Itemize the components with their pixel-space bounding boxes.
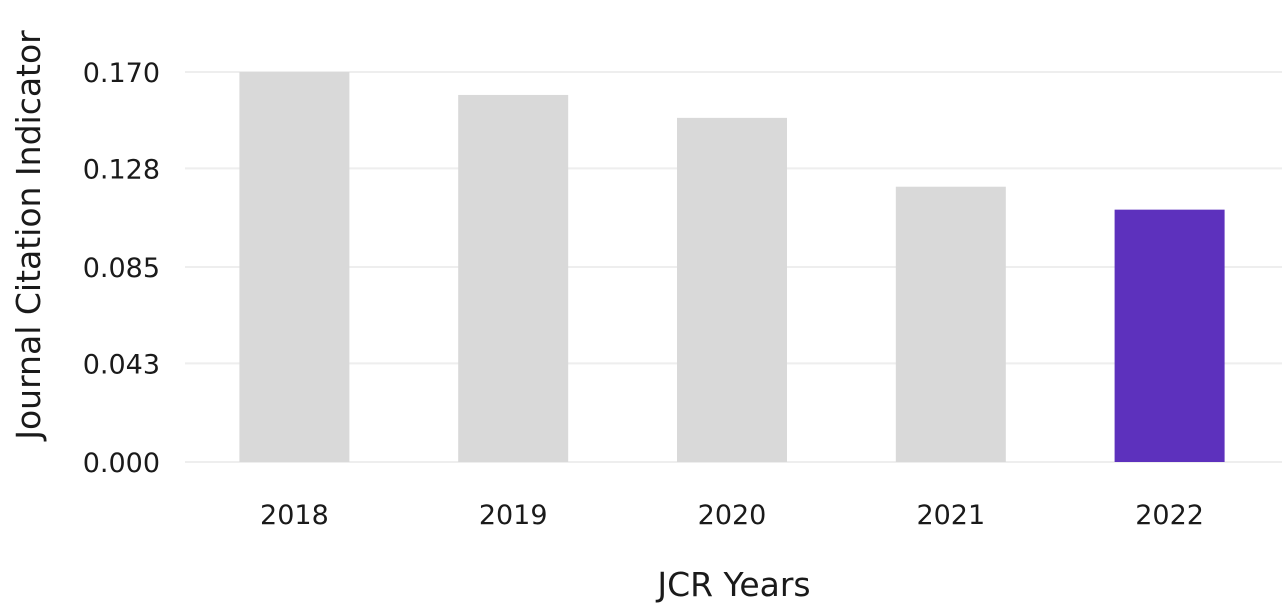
bar-2022: [1114, 209, 1225, 462]
x-tick-label: 2020: [698, 500, 767, 531]
x-tick-label: 2022: [1135, 500, 1204, 531]
bar-2020: [677, 117, 787, 462]
y-axis-title: Journal Citation Indicator: [9, 30, 48, 442]
y-axis-ticks: 0.000 0.043 0.085 0.128 0.170: [83, 58, 160, 479]
x-tick-label: 2019: [479, 500, 548, 531]
x-axis-title: JCR Years: [655, 565, 810, 604]
y-tick-label: 0.128: [83, 154, 160, 185]
y-tick-label: 0.043: [83, 349, 160, 380]
x-tick-label: 2018: [260, 500, 329, 531]
bar-2018: [239, 72, 350, 462]
bar-2019: [458, 94, 569, 463]
x-axis-ticks: 2018 2019 2020 2021 2022: [260, 500, 1204, 531]
y-tick-label: 0.085: [83, 253, 160, 284]
y-tick-label: 0.170: [83, 58, 160, 89]
x-tick-label: 2021: [916, 500, 985, 531]
bar-2021: [895, 186, 1006, 463]
y-tick-label: 0.000: [83, 448, 160, 479]
bars: [239, 72, 1225, 463]
